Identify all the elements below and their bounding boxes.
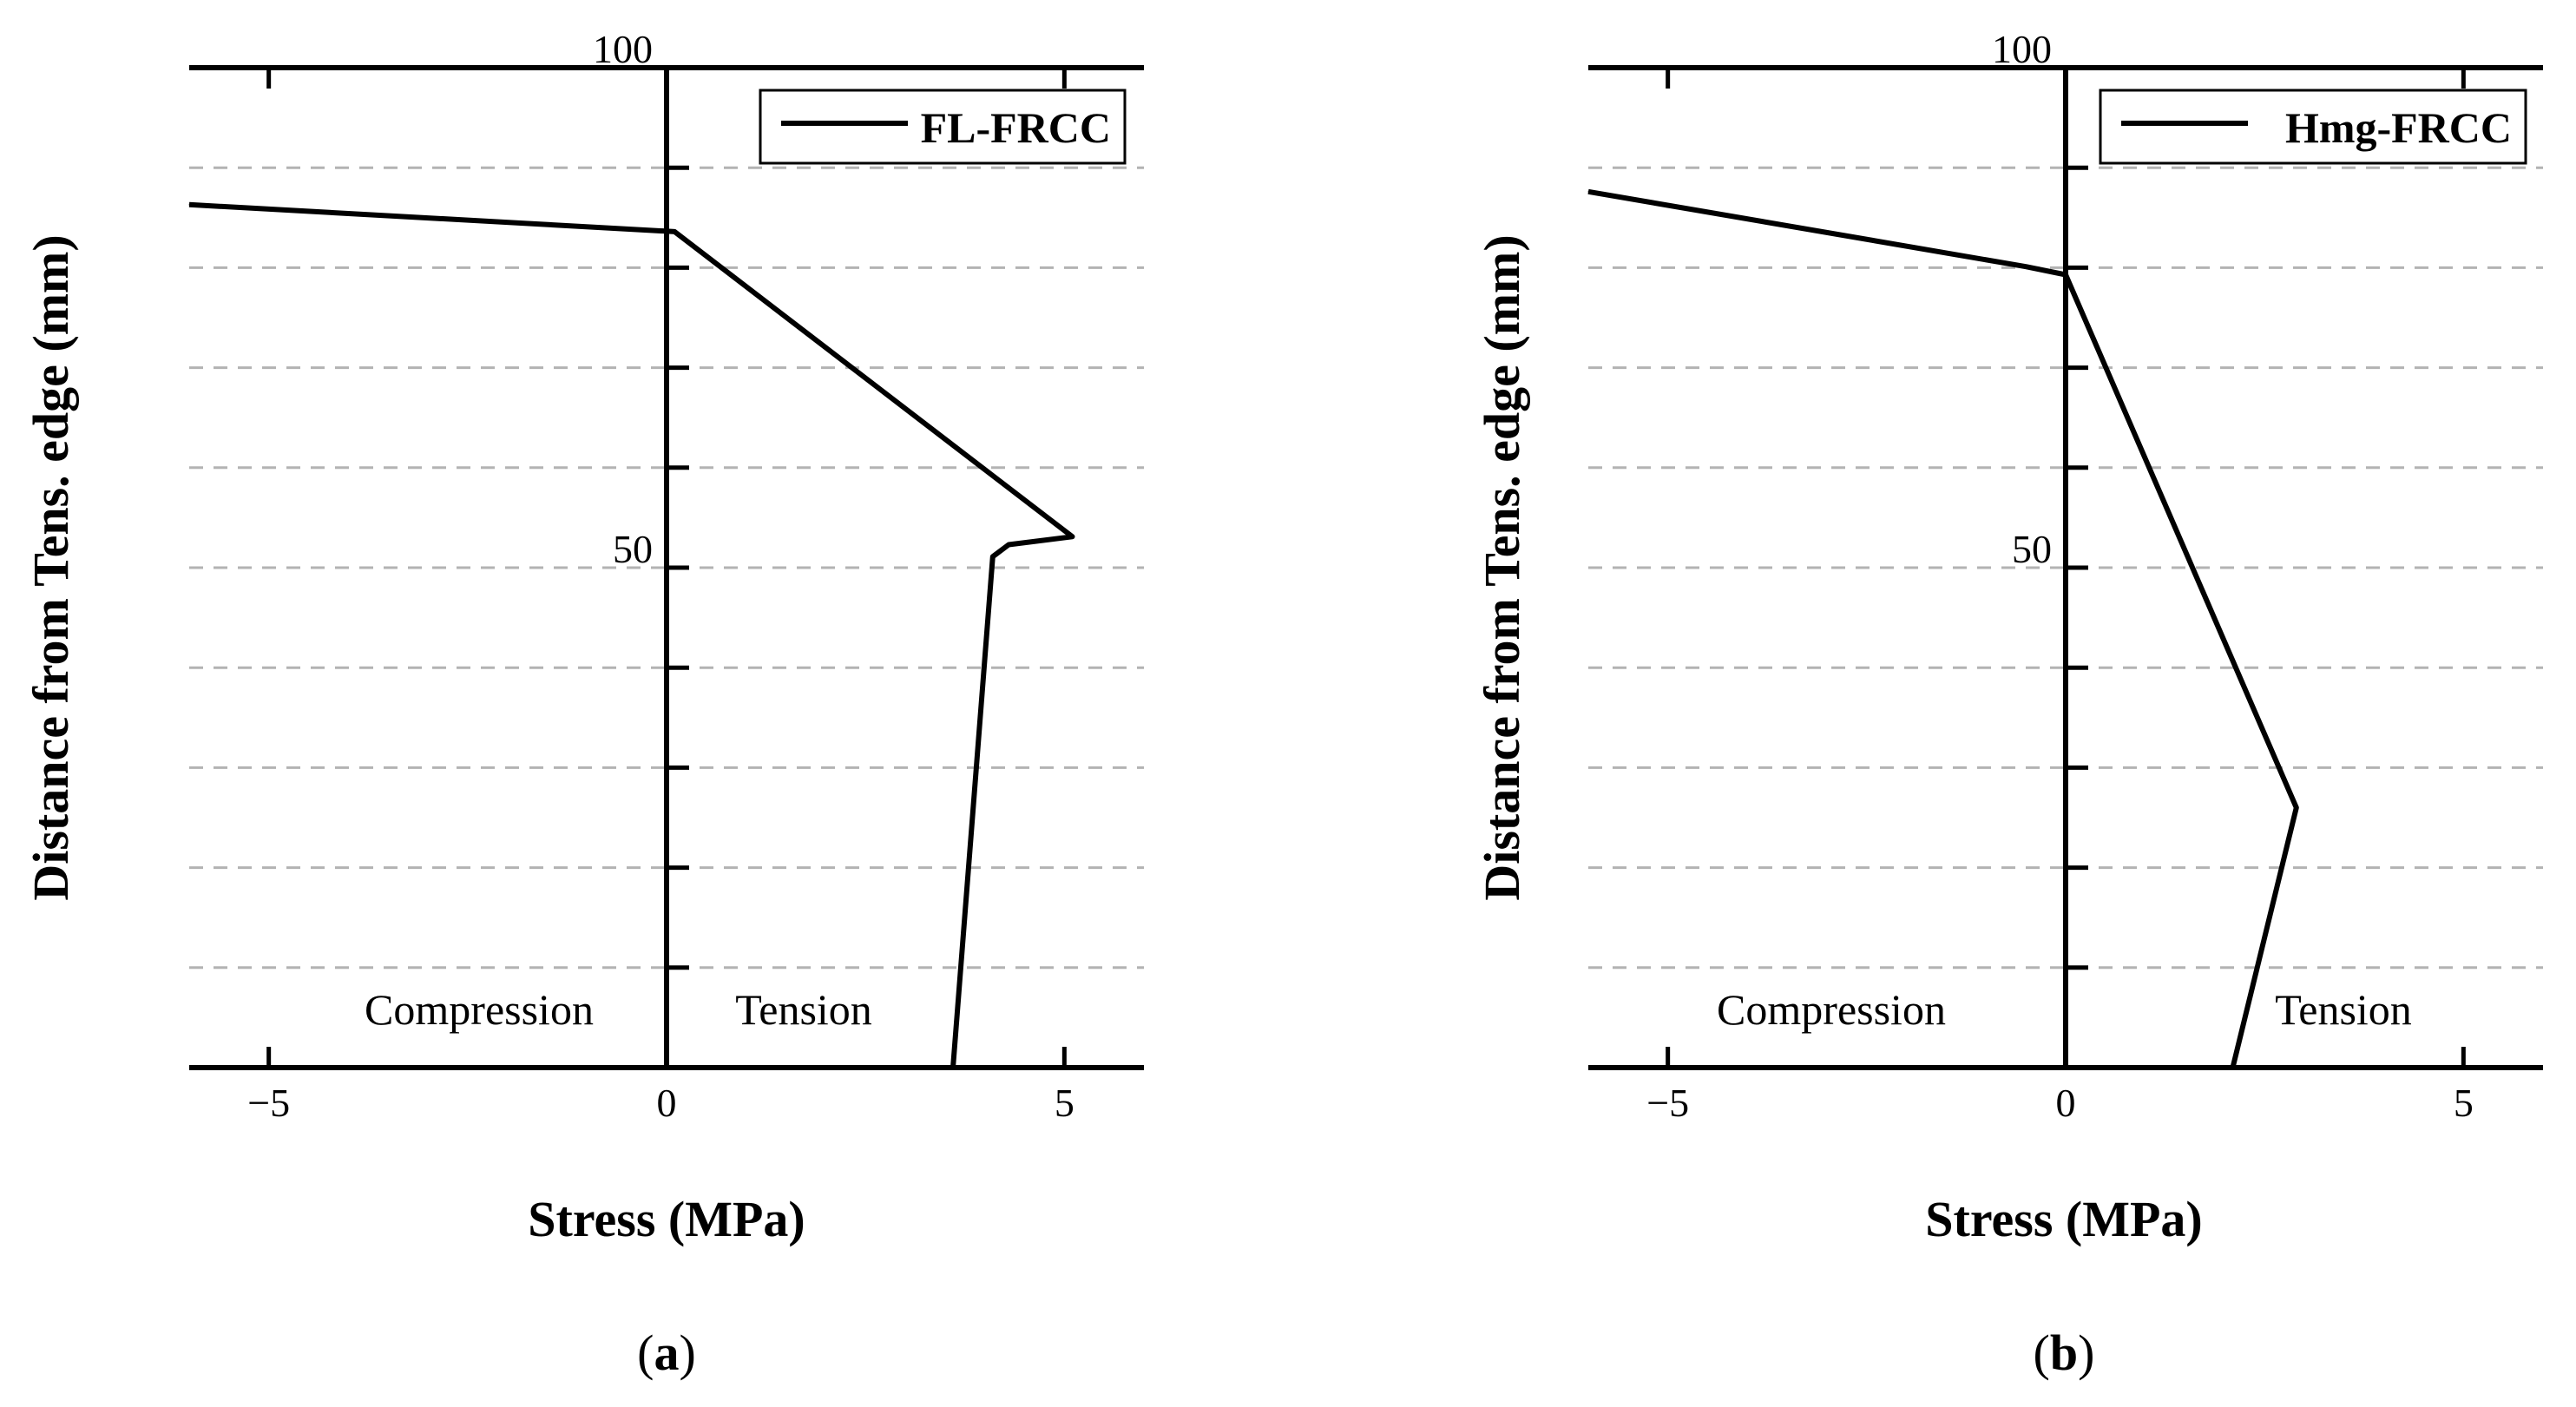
data-point xyxy=(2296,806,2297,808)
x-axis-title: Stress (MPa) xyxy=(528,1191,805,1247)
y-axis-title: Distance from Tens. edge (mm) xyxy=(23,234,79,900)
x-tick-label: 5 xyxy=(2454,1081,2474,1125)
series-line xyxy=(1587,188,2299,1068)
series-line xyxy=(188,201,1075,1068)
panel-label-letter: a xyxy=(654,1325,680,1381)
chart-panel-a: −5 0 5 50 100 Compression Tension FL-FRCC Stress… xyxy=(23,27,1144,1381)
tension-label: Tension xyxy=(735,985,872,1034)
x-tick-label: −5 xyxy=(1646,1081,1689,1125)
legend-box xyxy=(759,89,1127,165)
x-tick-label: 0 xyxy=(2056,1081,2076,1125)
y-tick-label: 50 xyxy=(613,527,653,571)
x-axis-title: Stress (MPa) xyxy=(1925,1191,2202,1247)
data-point xyxy=(1587,191,1589,193)
legend-box xyxy=(2099,89,2527,165)
compression-label: Compression xyxy=(1717,985,1946,1034)
data-point xyxy=(992,556,994,557)
y-tick-label: 100 xyxy=(593,27,653,71)
panel-label-close: ) xyxy=(2078,1325,2094,1381)
panel-label: (b) xyxy=(2034,1325,2095,1381)
panel-label-letter: b xyxy=(2050,1325,2078,1381)
panel-label-open: ( xyxy=(2034,1325,2050,1381)
data-point xyxy=(1072,536,1073,537)
x-tick-label: 0 xyxy=(657,1081,677,1125)
panel-label-close: ) xyxy=(680,1325,696,1381)
panel-label: (a) xyxy=(637,1325,696,1381)
x-tick-label: −5 xyxy=(247,1081,290,1125)
data-point xyxy=(2065,273,2067,275)
legend-entry: Hmg-FRCC xyxy=(2285,103,2512,152)
x-tick-label: 5 xyxy=(1055,1081,1074,1125)
legend-entry: FL-FRCC xyxy=(921,103,1111,152)
data-point xyxy=(674,231,675,233)
y-axis-title: Distance from Tens. edge (mm) xyxy=(1474,234,1530,900)
y-tick-label: 100 xyxy=(1992,27,2052,71)
compression-label: Compression xyxy=(365,985,594,1034)
chart-panel-b: −5 0 5 50 100 Compression Tension Hmg-FRCC Stres… xyxy=(1474,27,2543,1381)
panel-label-open: ( xyxy=(637,1325,654,1381)
data-point xyxy=(2025,266,2027,267)
y-tick-label: 50 xyxy=(2012,527,2052,571)
tension-label: Tension xyxy=(2275,985,2412,1034)
data-point xyxy=(188,204,190,206)
